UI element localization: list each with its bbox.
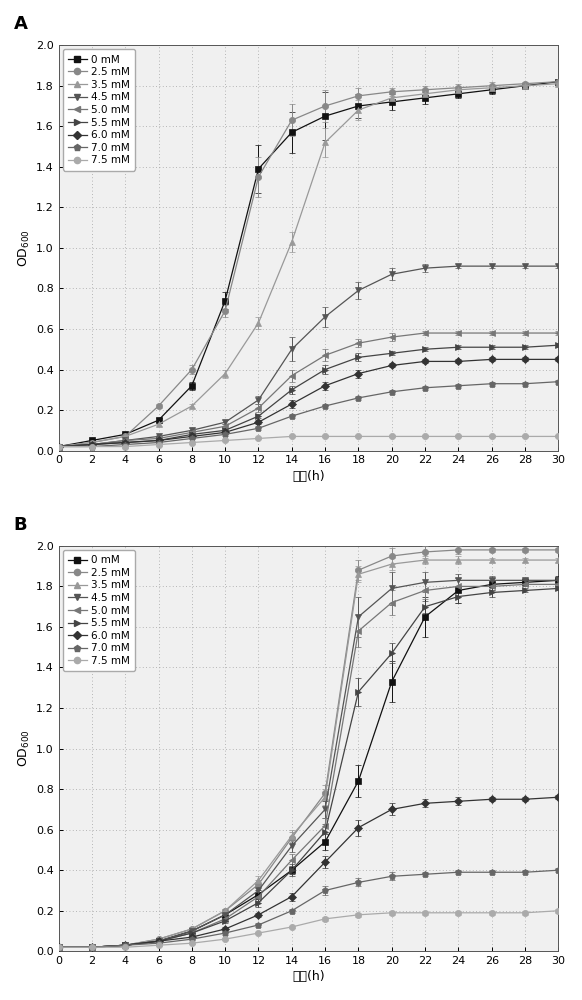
Legend: 0 mM, 2.5 mM, 3.5 mM, 4.5 mM, 5.0 mM, 5.5 mM, 6.0 mM, 7.0 mM, 7.5 mM: 0 mM, 2.5 mM, 3.5 mM, 4.5 mM, 5.0 mM, 5.… xyxy=(63,550,135,671)
Y-axis label: OD$_{600}$: OD$_{600}$ xyxy=(17,730,32,767)
Text: B: B xyxy=(13,516,27,534)
X-axis label: 时间(h): 时间(h) xyxy=(292,470,325,483)
Legend: 0 mM, 2.5 mM, 3.5 mM, 4.5 mM, 5.0 mM, 5.5 mM, 6.0 mM, 7.0 mM, 7.5 mM: 0 mM, 2.5 mM, 3.5 mM, 4.5 mM, 5.0 mM, 5.… xyxy=(63,49,135,171)
X-axis label: 时间(h): 时间(h) xyxy=(292,970,325,983)
Text: A: A xyxy=(13,15,27,33)
Y-axis label: OD$_{600}$: OD$_{600}$ xyxy=(17,229,32,267)
